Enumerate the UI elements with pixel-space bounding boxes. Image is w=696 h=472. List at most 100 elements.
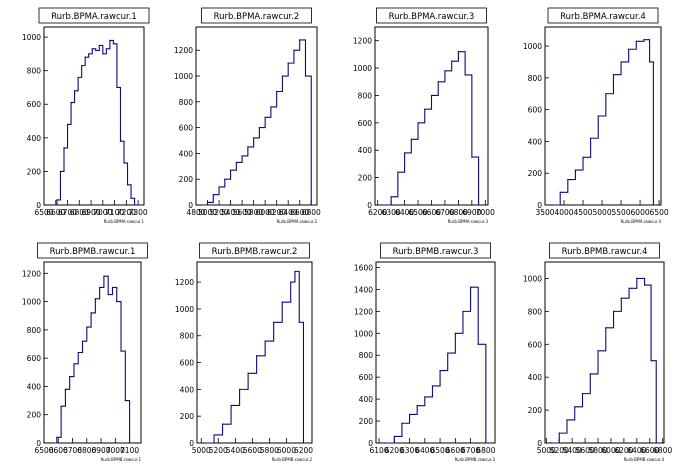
bin-mark	[567, 178, 569, 181]
bin-mark	[643, 284, 646, 286]
bin-mark	[204, 442, 207, 444]
x-tick-label: 3500	[535, 208, 554, 217]
bin-mark	[652, 204, 654, 206]
histogram-line	[53, 39, 141, 206]
bin-mark	[294, 270, 296, 272]
bin-mark	[81, 65, 83, 67]
bin-mark	[417, 122, 419, 124]
bin-mark	[558, 432, 560, 434]
bin-mark	[620, 61, 622, 63]
x-tick-label: 5600	[576, 446, 595, 455]
bin-mark	[120, 350, 122, 352]
y-tick-label: 1400	[354, 285, 373, 294]
y-tick-label: 200	[179, 175, 194, 184]
y-tick-label: 200	[180, 412, 195, 421]
bin-mark	[123, 162, 125, 164]
x-tick-label: 5400	[563, 446, 582, 455]
bin-mark	[221, 423, 224, 425]
x-tick-label: 5000	[192, 446, 211, 455]
x-tick-label: 4500	[573, 208, 592, 217]
plot-title: Rurb.BPMB.rawcur.2	[212, 247, 298, 257]
bin-mark	[643, 39, 645, 41]
bin-mark	[105, 48, 107, 50]
bin-mark	[213, 434, 215, 436]
x-tick-label: 6700	[461, 446, 480, 455]
bin-mark	[454, 332, 456, 334]
x-tick-label: 6600	[46, 208, 65, 217]
y-tick-label: 800	[180, 332, 195, 341]
histogram-line	[52, 275, 132, 444]
y-tick-label: 400	[179, 149, 194, 158]
x-tick-label: 4000	[554, 208, 573, 217]
x-tick-label: 7000	[106, 446, 125, 455]
y-tick-label: 0	[368, 439, 373, 448]
y-tick-label: 600	[27, 100, 42, 109]
bin-mark	[126, 184, 129, 186]
x-tick-label: 5400	[226, 446, 245, 455]
plot-title: Rurb.BPMA.rawcur.4	[560, 12, 646, 22]
y-tick-label: 200	[358, 174, 373, 183]
bin-mark	[112, 43, 115, 45]
bin-mark	[439, 370, 441, 372]
bin-mark	[116, 300, 118, 303]
y-tick-label: 0	[36, 439, 41, 448]
histogram-panel-6: Rurb.BPMB.rawcur.2 0 200 400 600 800 1000 1200 5…	[175, 242, 313, 462]
bin-mark	[302, 442, 305, 444]
title-box	[199, 242, 310, 259]
bin-mark	[230, 404, 232, 407]
x-tick-label: 6300	[400, 446, 419, 455]
title-box	[549, 242, 660, 259]
bin-mark	[64, 388, 66, 390]
bin-mark	[628, 287, 630, 289]
bin-mark	[91, 48, 93, 50]
y-tick-label: 400	[180, 385, 195, 394]
bin-mark	[73, 363, 75, 365]
bin-mark	[635, 40, 637, 42]
bin-mark	[628, 48, 630, 50]
bin-mark	[416, 405, 418, 407]
bin-mark	[424, 108, 426, 110]
x-tick-label: 6800	[476, 446, 495, 455]
bin-mark	[566, 419, 568, 421]
y-tick-label: 400	[359, 395, 374, 404]
bin-mark	[247, 146, 249, 148]
bin-mark	[383, 204, 386, 206]
y-tick-label: 200	[359, 417, 374, 426]
bin-mark	[447, 352, 449, 354]
bin-mark	[590, 137, 592, 139]
bin-mark	[574, 406, 576, 408]
plot-frame	[544, 26, 662, 206]
y-tick-label: 800	[359, 351, 374, 360]
bin-mark	[597, 115, 599, 117]
x-tick-label: 6800	[653, 446, 672, 455]
bin-mark	[119, 140, 122, 142]
bin-mark	[408, 413, 411, 416]
bin-mark	[281, 75, 284, 77]
bin-mark	[56, 199, 58, 201]
title-box	[547, 7, 659, 24]
plot-frame	[375, 261, 496, 444]
x-axis-label: Rurb.BPMA.rawcur.3	[448, 219, 489, 224]
bin-mark	[410, 138, 412, 140]
x-tick-label: 5600	[243, 446, 262, 455]
bin-mark	[206, 201, 209, 204]
bin-mark	[56, 436, 58, 438]
y-tick-label: 200	[27, 167, 42, 176]
bin-mark	[589, 373, 591, 375]
x-tick-label: 6600	[290, 208, 309, 217]
x-tick-label: 5600	[233, 208, 252, 217]
bin-mark	[241, 155, 243, 157]
y-tick-label: 1200	[175, 278, 194, 287]
bin-mark	[273, 321, 275, 323]
x-tick-label: 6900	[82, 208, 101, 217]
x-tick-label: 5800	[244, 208, 263, 217]
bin-mark	[471, 156, 473, 158]
bin-mark	[444, 70, 446, 72]
bin-mark	[648, 61, 651, 63]
y-tick-label: 1000	[22, 298, 41, 307]
plot-title: Rurb.BPMA.rawcur.1	[51, 12, 137, 22]
plot-title: Rurb.BPMA.rawcur.2	[214, 12, 300, 22]
bin-mark	[103, 275, 105, 277]
y-tick-label: 600	[528, 340, 543, 349]
plot-title: Rurb.BPMB.rawcur.4	[562, 247, 648, 257]
